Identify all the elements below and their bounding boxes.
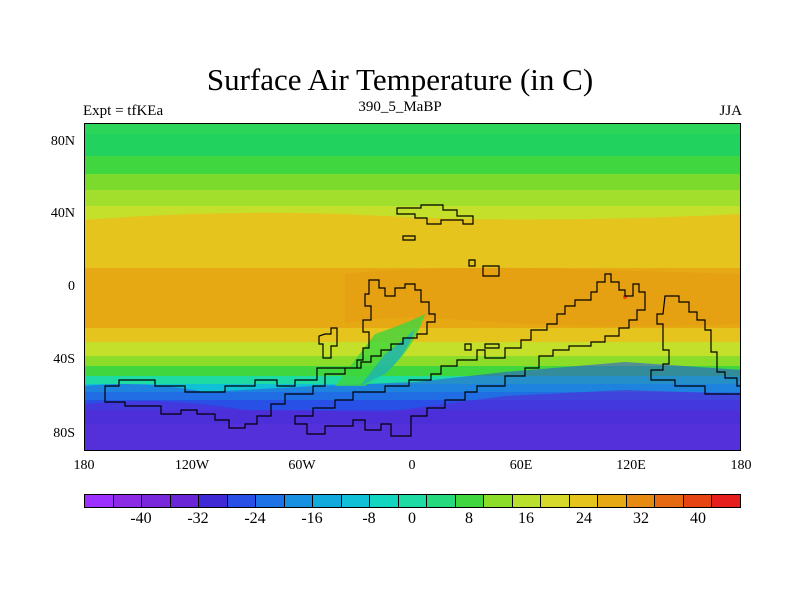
lon-tick-0: 0: [408, 458, 416, 473]
temperature-field: [85, 124, 740, 450]
colorbar-swatch: [142, 494, 171, 508]
colorbar-swatch: [569, 494, 599, 508]
colorbar-label: -32: [187, 510, 209, 527]
colorbar-swatch: [113, 494, 143, 508]
colorbar-swatch: [398, 494, 428, 508]
colorbar-swatch: [598, 494, 627, 508]
colorbar-label: -24: [244, 510, 266, 527]
colorbar-swatch: [683, 494, 713, 508]
lon-tick-120e: 120E: [616, 458, 646, 473]
colorbar-swatch: [341, 494, 371, 508]
colorbar: [84, 494, 741, 508]
lon-tick-180e: 180: [730, 458, 752, 473]
lat-tick-80n: 80N: [50, 134, 75, 149]
lon-tick-60w: 60W: [288, 458, 316, 473]
lat-tick-80s: 80S: [53, 426, 75, 441]
colorbar-swatch: [170, 494, 200, 508]
colorbar-swatch: [227, 494, 257, 508]
colorbar-swatch: [313, 494, 342, 508]
lon-tick-120w: 120W: [174, 458, 210, 473]
colorbar-swatch: [484, 494, 513, 508]
colorbar-label: 32: [633, 510, 649, 527]
colorbar-label: -8: [362, 510, 376, 527]
colorbar-label: -16: [301, 510, 323, 527]
colorbar-swatch: [84, 494, 114, 508]
lat-tick-40s: 40S: [53, 352, 75, 367]
colorbar-label: 8: [465, 510, 473, 527]
lon-tick-60e: 60E: [509, 458, 533, 473]
lat-tick-0: 0: [68, 279, 75, 294]
colorbar-swatch: [370, 494, 399, 508]
lon-tick-180w: 180: [73, 458, 95, 473]
colorbar-label: 16: [518, 510, 534, 527]
colorbar-swatch: [712, 494, 741, 508]
colorbar-swatch: [655, 494, 684, 508]
colorbar-swatch: [284, 494, 314, 508]
colorbar-label: 24: [576, 510, 592, 527]
season-label: JJA: [719, 103, 742, 119]
colorbar-swatch: [427, 494, 456, 508]
lat-tick-40n: 40N: [50, 206, 75, 221]
colorbar-swatch: [512, 494, 542, 508]
colorbar-label: 0: [408, 510, 416, 527]
colorbar-swatch: [256, 494, 285, 508]
colorbar-swatch: [455, 494, 485, 508]
colorbar-label: -40: [130, 510, 152, 527]
experiment-label: Expt = tfKEa: [83, 103, 164, 119]
colorbar-swatch: [626, 494, 656, 508]
temperature-map: [84, 123, 741, 451]
period-label: 390_5_MaBP: [358, 99, 442, 115]
colorbar-swatch: [541, 494, 570, 508]
colorbar-swatch: [199, 494, 228, 508]
colorbar-label: 40: [690, 510, 706, 527]
map-title: Surface Air Temperature (in C): [206, 62, 594, 97]
